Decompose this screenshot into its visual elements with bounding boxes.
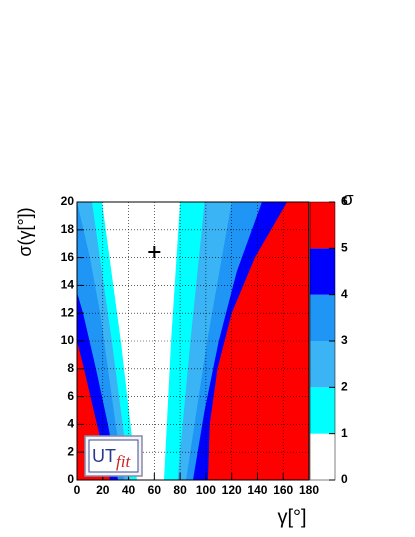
x-tick-label: 100 bbox=[196, 483, 216, 497]
y-tick-label: 0 bbox=[67, 472, 74, 486]
logo-ut: UT bbox=[92, 446, 116, 466]
x-tick-label: 80 bbox=[173, 483, 187, 497]
x-tick-label: 160 bbox=[273, 483, 293, 497]
y-tick-label: 8 bbox=[67, 361, 74, 375]
y-tick-label: 6 bbox=[67, 389, 74, 403]
colorbar-title: σ bbox=[342, 189, 353, 209]
colorbar-tick-label: 2 bbox=[341, 380, 348, 394]
y-tick-label: 4 bbox=[67, 417, 74, 431]
x-tick-label: 0 bbox=[74, 483, 81, 497]
marker bbox=[148, 246, 161, 259]
y-tick-label: 12 bbox=[61, 305, 75, 319]
x-tick-label: 60 bbox=[148, 483, 162, 497]
plot-frame bbox=[76, 201, 310, 481]
colorbar-tick-label: 6 bbox=[341, 194, 348, 208]
colorbar-tick-label: 5 bbox=[341, 241, 348, 255]
overlay: 0 20 40 60 80 100 120 140 160 1800246810121416182… bbox=[61, 194, 348, 497]
y-tick-label: 14 bbox=[61, 278, 75, 292]
y-tick-label: 2 bbox=[67, 444, 74, 458]
colorbar-band bbox=[310, 341, 335, 388]
contour-region bbox=[207, 202, 309, 480]
colorbar-tick-label: 3 bbox=[341, 333, 348, 347]
x-tick-label: 40 bbox=[122, 483, 136, 497]
y-tick-label: 10 bbox=[61, 333, 75, 347]
colorbar-tick-label: 1 bbox=[341, 426, 348, 440]
x-tick-label: 20 bbox=[96, 483, 110, 497]
colorbar-band bbox=[310, 387, 335, 434]
colorbar-band bbox=[310, 248, 335, 295]
y-tick-label: 18 bbox=[61, 222, 75, 236]
x-tick-label: 180 bbox=[299, 483, 319, 497]
logo-text: UTfit bbox=[92, 446, 131, 471]
y-tick-label: 20 bbox=[61, 194, 75, 208]
colorbar-tick-label: 0 bbox=[341, 472, 348, 486]
y-tick-label: 16 bbox=[61, 250, 75, 264]
x-tick-label: 140 bbox=[247, 483, 267, 497]
x-tick-label: 120 bbox=[222, 483, 242, 497]
logo-fit: fit bbox=[116, 452, 131, 471]
colorbar-tick-label: 4 bbox=[341, 287, 348, 301]
y-axis-label: σ(γ[°]) bbox=[15, 207, 35, 256]
colorbar-band bbox=[310, 202, 335, 249]
colorbar-band bbox=[310, 433, 335, 480]
logo-inner bbox=[88, 439, 139, 473]
x-axis-label: γ[°] bbox=[277, 506, 306, 528]
colorbar-band bbox=[310, 294, 335, 341]
